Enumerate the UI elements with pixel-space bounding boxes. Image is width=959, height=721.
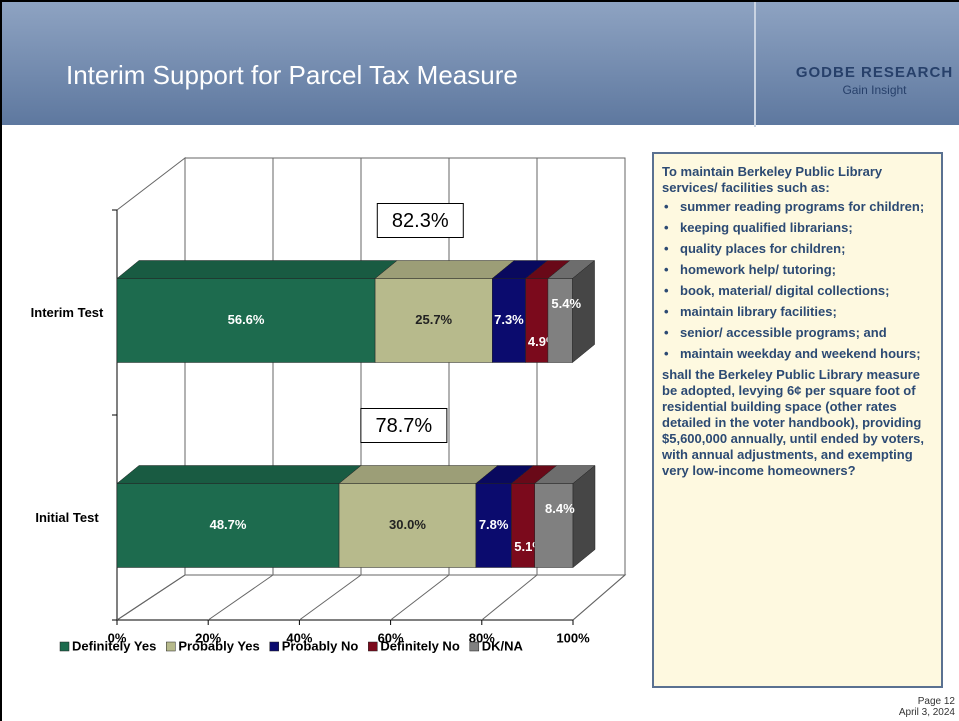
data-label: 5.4% — [551, 296, 581, 311]
bullet: keeping qualified librarians; — [662, 220, 933, 236]
bar-top — [116, 260, 398, 279]
bullet: summer reading programs for children; — [662, 199, 933, 215]
total-box — [360, 408, 448, 443]
bar-top — [374, 260, 515, 279]
data-label: 8.4% — [545, 501, 575, 516]
grid-line — [299, 574, 362, 621]
bar — [534, 483, 574, 568]
bar — [338, 483, 477, 568]
closing: shall the Berkeley Public Library measur… — [662, 367, 925, 478]
bullet-list: summer reading programs for children; kee… — [662, 199, 933, 362]
x-tick-label: 60% — [378, 630, 404, 645]
x-tick-label: 0% — [108, 630, 127, 645]
floor — [115, 574, 627, 621]
tagline: Gain Insight — [842, 83, 907, 97]
x-tick-label: 100% — [556, 630, 590, 645]
x-tick-label: 80% — [469, 630, 495, 645]
total-label: 82.3% — [392, 210, 449, 232]
bar — [525, 278, 549, 363]
grid-line — [207, 574, 274, 621]
data-label: 48.7% — [210, 517, 247, 532]
grid-line — [481, 574, 538, 621]
legend-label: Definitely Yes — [72, 638, 156, 653]
bullet: book, material/ digital collections; — [662, 283, 933, 299]
data-label: 7.3% — [494, 312, 524, 327]
border — [0, 125, 2, 721]
bar-side — [572, 464, 596, 569]
bullet: senior/ accessible programs; and — [662, 325, 933, 341]
bar-top — [116, 465, 362, 484]
bar-top — [338, 465, 499, 484]
grid-line — [572, 574, 626, 621]
category-label: Initial Test — [35, 509, 99, 525]
legend-swatch — [469, 641, 480, 652]
divider — [754, 2, 756, 127]
bar — [511, 483, 535, 568]
legend-swatch — [166, 641, 176, 652]
logo: GODBE RESEARCH — [795, 64, 954, 81]
grid-line — [390, 574, 450, 621]
bar — [547, 278, 573, 363]
intro: To maintain Berkeley Public Library serv… — [662, 164, 883, 195]
bar-side — [572, 259, 595, 364]
bar — [374, 278, 493, 363]
legend-label: Probably No — [282, 638, 359, 653]
x-tick-label: 40% — [286, 630, 312, 645]
x-tick-label: 20% — [195, 630, 221, 645]
bullet: homework help/ tutoring; — [662, 262, 933, 278]
total-box — [376, 203, 464, 238]
bar — [116, 278, 376, 363]
header: Interim Support for Parcel Tax Measure G… — [0, 0, 959, 127]
legend-label: Definitely No — [380, 638, 460, 653]
bar — [492, 278, 526, 363]
date: April 3, 2024 — [898, 707, 955, 718]
legend-swatch — [59, 641, 70, 652]
grid-line — [116, 574, 186, 621]
bar — [116, 483, 340, 568]
legend-swatch — [269, 641, 279, 652]
bullet: maintain library facilities; — [662, 304, 933, 320]
footer: Page 12 April 3, 2024 — [899, 696, 955, 718]
data-label: 7.8% — [479, 517, 509, 532]
legend-label: Probably Yes — [178, 638, 259, 653]
bar — [475, 483, 512, 568]
page-number: Page 12 — [917, 696, 955, 707]
measure-text: To maintain Berkeley Public Library serv… — [652, 152, 943, 688]
legend-label: DK/NA — [482, 638, 524, 653]
data-label: 56.6% — [228, 312, 265, 327]
legend-swatch — [368, 641, 378, 652]
bullet: maintain weekday and weekend hours; — [662, 346, 933, 362]
bullet: quality places for children; — [662, 241, 933, 257]
slide-title: Interim Support for Parcel Tax Measure — [66, 60, 518, 90]
category-label: Interim Test — [30, 304, 104, 320]
data-label: 25.7% — [415, 312, 452, 327]
total-label: 78.7% — [376, 415, 433, 437]
legend: Definitely Yes Probably Yes Probably No Def… — [59, 638, 524, 653]
data-label: 30.0% — [389, 517, 426, 532]
